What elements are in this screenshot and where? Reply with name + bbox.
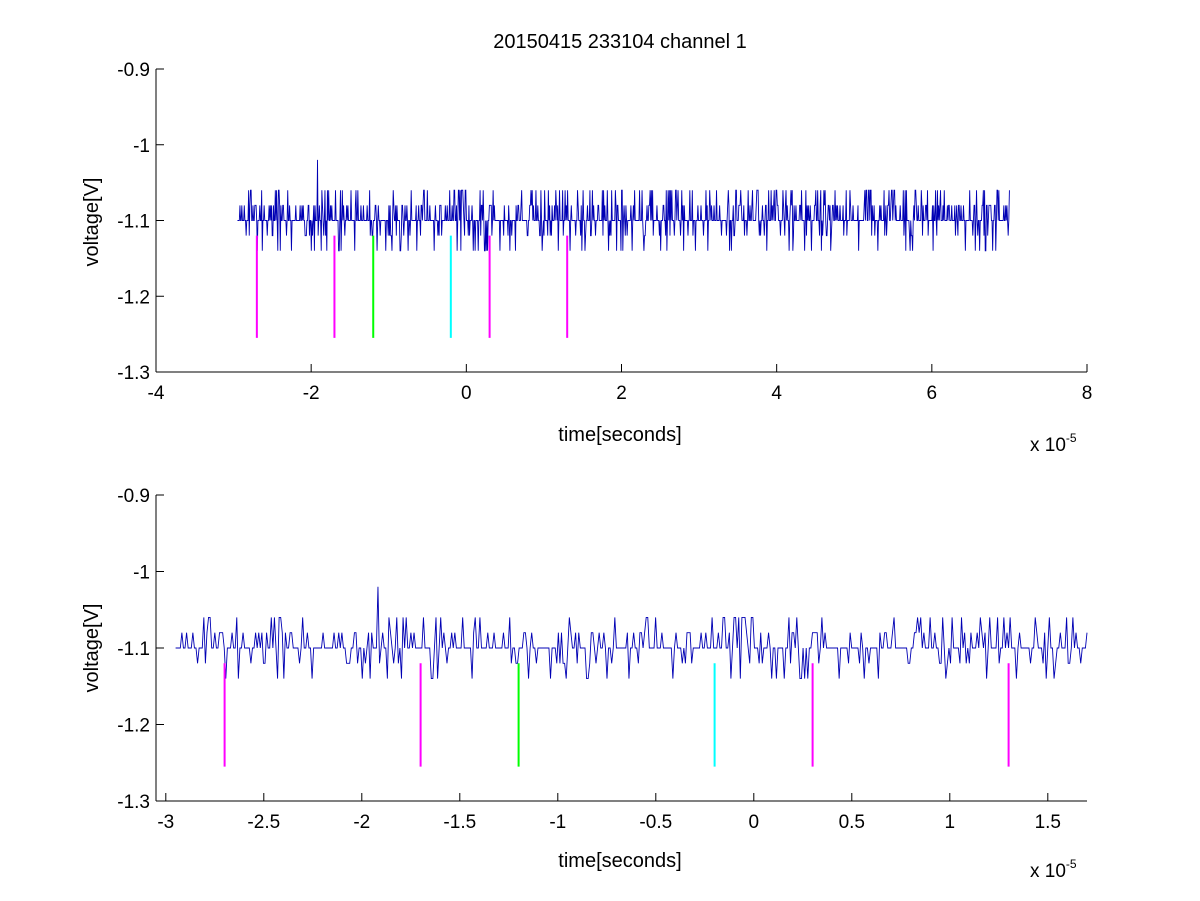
bottom-y-tick-label: -1.2: [117, 716, 150, 737]
top-signal-line: [237, 159, 1010, 252]
bottom-y-tick-label: -1.1: [117, 639, 150, 660]
top-y-axis-label: voltage[V]: [81, 178, 103, 267]
top-y-tick-label: -1.1: [117, 212, 150, 233]
bottom-x-tick-label: -1: [549, 812, 566, 833]
bottom-markers-layer: [223, 663, 1010, 767]
top-x-tick-label: -2: [303, 383, 320, 404]
top-y-tick-label: -0.9: [117, 60, 150, 81]
bottom-y-tick-label: -1: [133, 563, 150, 584]
top-x-tick-label: 6: [927, 383, 938, 404]
bottom-x-exponent: x 10-5: [1030, 857, 1077, 882]
top-y-tick-label: -1: [133, 136, 150, 157]
bottom-x-tick-label: -3: [157, 812, 174, 833]
top-x-exponent: x 10-5: [1030, 431, 1077, 456]
top-markers-layer: [255, 235, 569, 338]
top-plot: 20150415 233104 channel 1 -4 -2 0 2 4 6 8-0.9-…: [81, 31, 1092, 456]
bottom-signal-layer: [175, 586, 1088, 680]
top-y-tick-label: -1.3: [117, 363, 150, 384]
top-x-tick-label: 8: [1082, 383, 1093, 404]
bottom-plot: -3 -2.5 -2 -1.5 -1 -0.5 0 0.5 1 1.5 -0.9 -1 -1.1 -1.2…: [81, 486, 1088, 882]
bottom-x-tick-label: -2.5: [247, 812, 280, 833]
chart-title: 20150415 233104 channel 1: [493, 31, 747, 53]
bottom-x-exponent-base: x 10: [1030, 861, 1066, 882]
bottom-y-tick-label: -1.3: [117, 792, 150, 813]
top-x-tick-label: 2: [616, 383, 627, 404]
bottom-signal-line: [175, 586, 1088, 680]
top-y-tick-label: -1.2: [117, 287, 150, 308]
top-signal-layer: [237, 159, 1010, 252]
top-x-exponent-power: -5: [1066, 431, 1077, 445]
bottom-x-tick-label: -2: [353, 812, 370, 833]
top-ticks: -4 -2 0 2 4 6 8 -0.9 -1 -1.1 -1.2 -1.3: [117, 60, 1092, 404]
bottom-x-tick-label: 1: [945, 812, 956, 833]
top-x-tick-label: 0: [461, 383, 472, 404]
top-x-tick-label: -4: [148, 383, 165, 404]
bottom-ticks: -3 -2.5 -2 -1.5 -1 -0.5 0 0.5 1 1.5 -0.9 -1 -1.1 -1.2…: [117, 486, 1061, 833]
bottom-x-tick-label: -0.5: [639, 812, 672, 833]
bottom-x-exponent-power: -5: [1066, 857, 1077, 871]
bottom-x-tick-label: 0: [749, 812, 760, 833]
top-x-tick-label: 4: [771, 383, 782, 404]
bottom-x-axis-label: time[seconds]: [558, 850, 681, 872]
top-x-exponent-base: x 10: [1030, 435, 1066, 456]
bottom-x-tick-label: -1.5: [443, 812, 476, 833]
bottom-y-tick-label: -0.9: [117, 486, 150, 507]
top-x-axis-label: time[seconds]: [558, 424, 681, 446]
bottom-x-tick-label: 0.5: [839, 812, 865, 833]
bottom-x-tick-label: 1.5: [1035, 812, 1061, 833]
bottom-y-axis-label: voltage[V]: [81, 604, 103, 693]
